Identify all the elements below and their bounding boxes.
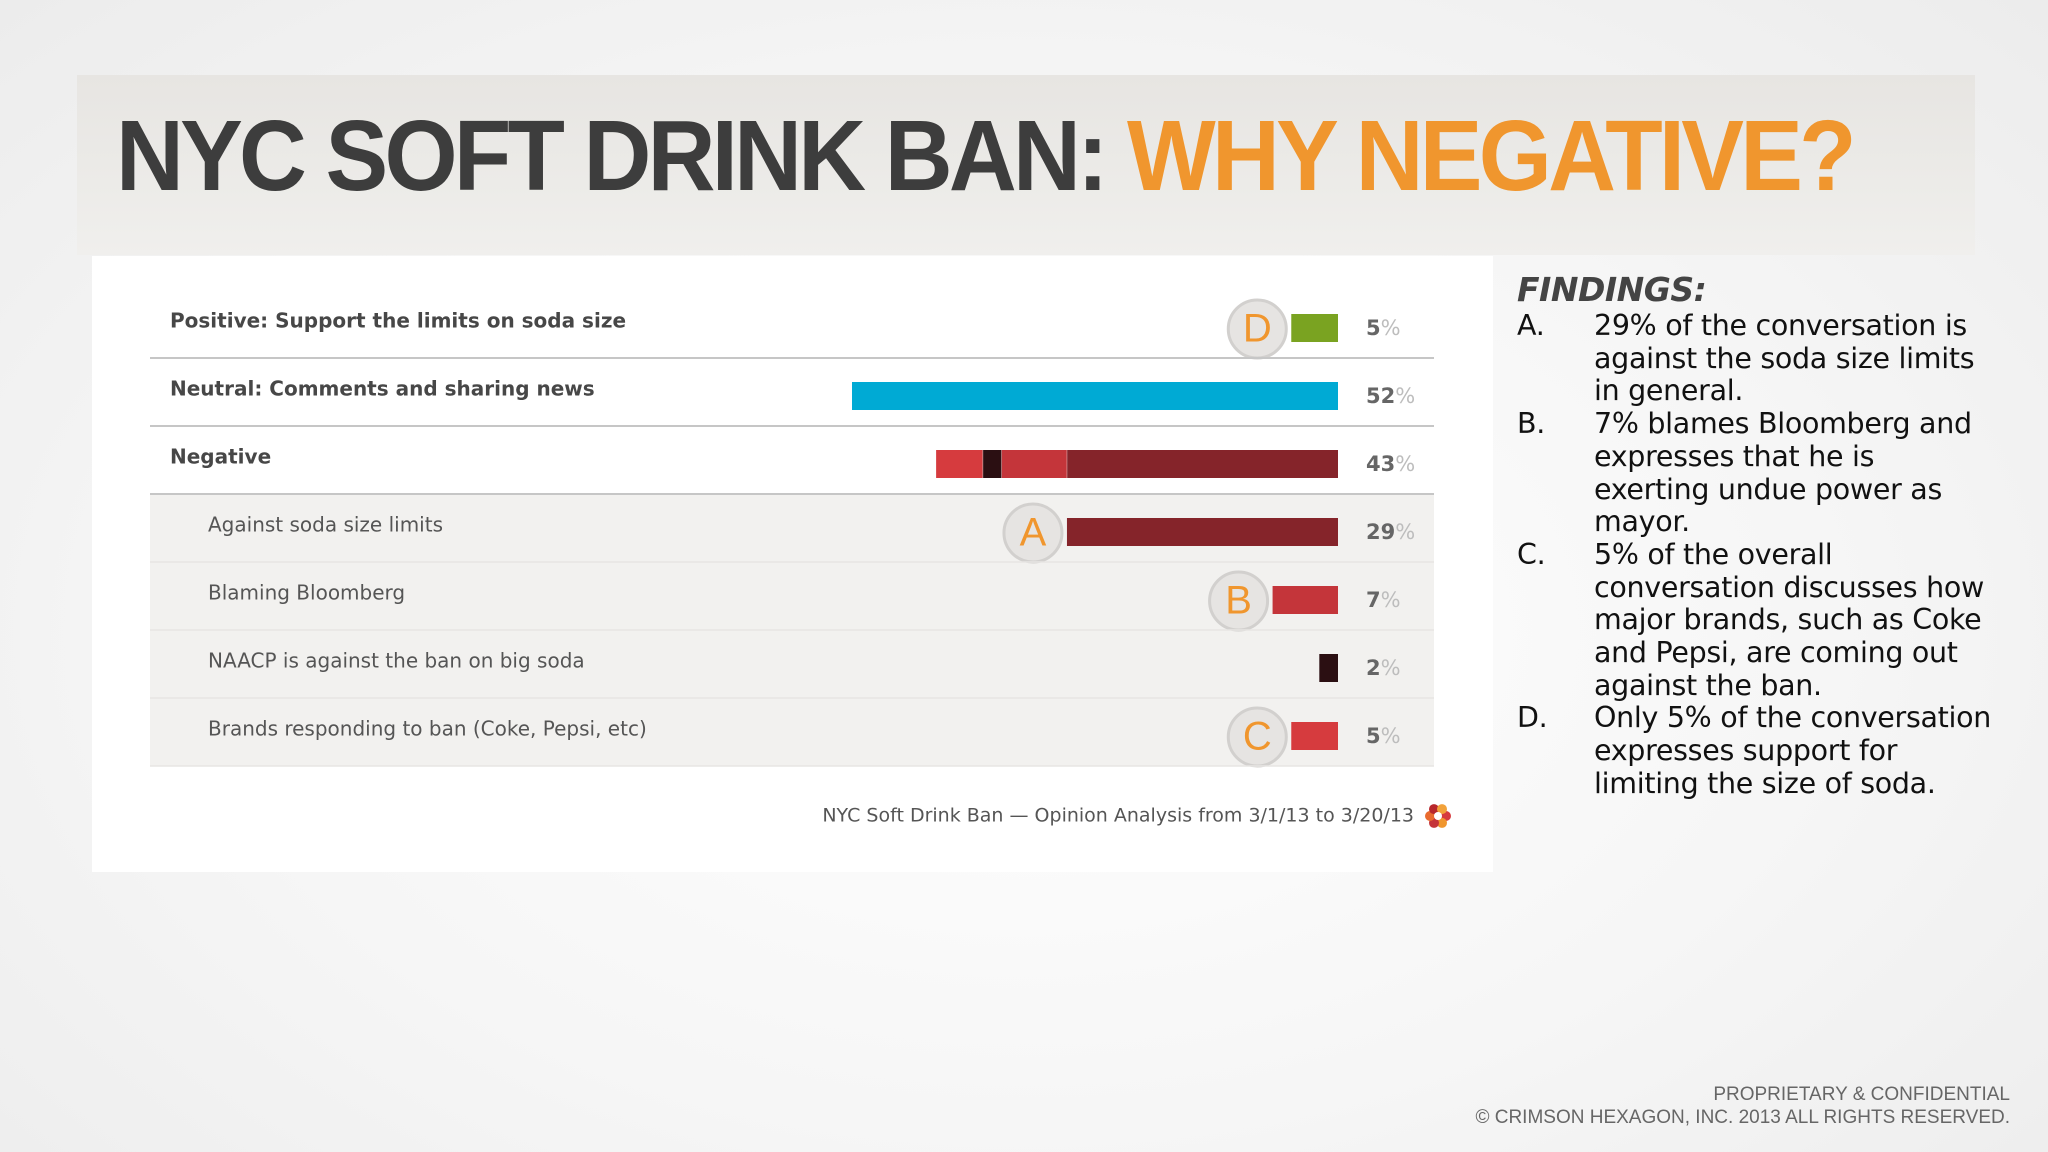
row-label: Against soda size limits xyxy=(208,513,443,537)
title-part-2: WHY NEGATIVE? xyxy=(1126,100,1857,212)
value-number: 52 xyxy=(1366,384,1395,408)
crimson-hexagon-logo-icon xyxy=(1425,804,1451,828)
finding-letter: A. xyxy=(1517,309,1545,342)
finding-letter: C. xyxy=(1517,537,1546,571)
value-label: 2% xyxy=(1366,656,1401,680)
chart-row: Blaming Bloomberg B 7% xyxy=(150,570,1434,632)
finding-item: C. 5% of the overall conversation discuss… xyxy=(1517,537,1997,703)
row-label: Blaming Bloomberg xyxy=(208,581,405,605)
value-unit: % xyxy=(1381,656,1401,680)
value-number: 7 xyxy=(1366,588,1381,612)
bar-segment xyxy=(936,450,983,478)
bar-segment xyxy=(982,450,1002,478)
footer-proprietary: PROPRIETARY & CONFIDENTIAL xyxy=(1713,1084,2010,1105)
bar xyxy=(1291,722,1338,750)
value-number: 43 xyxy=(1366,452,1395,476)
row-label: NAACP is against the ban on big soda xyxy=(208,649,585,673)
finding-text: 5% of the overall conversation discusses… xyxy=(1594,537,1984,702)
chart-row: Against soda size limits A 29% xyxy=(150,502,1434,564)
row-label: Brands responding to ban (Coke, Pepsi, e… xyxy=(208,717,647,741)
finding-text: 7% blames Bloomberg and expresses that h… xyxy=(1594,407,1972,539)
logo-petal xyxy=(1437,804,1447,815)
slide-title: NYC SOFT DRINK BAN: WHY NEGATIVE? xyxy=(116,100,1857,212)
findings-title: FINDINGS: xyxy=(1517,270,1707,309)
value-number: 5 xyxy=(1366,724,1381,748)
marker-letter: D xyxy=(1243,307,1272,351)
row-label: Positive: Support the limits on soda siz… xyxy=(170,309,626,333)
title-part-1: NYC SOFT DRINK BAN: xyxy=(116,100,1108,212)
row-label: Negative xyxy=(170,445,271,469)
footer-copyright: © CRIMSON HEXAGON, INC. 2013 ALL RIGHTS … xyxy=(1475,1107,2010,1128)
chart-row: Negative 43% xyxy=(150,445,1434,495)
chart-row: Brands responding to ban (Coke, Pepsi, e… xyxy=(150,706,1434,768)
value-label: 7% xyxy=(1366,588,1401,612)
value-label: 5% xyxy=(1366,724,1401,748)
finding-item: A. 29% of the conversation is against the… xyxy=(1517,309,1997,408)
finding-letter: D. xyxy=(1517,701,1548,735)
bar xyxy=(1319,654,1338,682)
marker-letter: C xyxy=(1243,715,1272,759)
bar xyxy=(1291,314,1338,342)
findings-list: A. 29% of the conversation is against the… xyxy=(1517,309,1997,801)
value-label: 29% xyxy=(1366,520,1415,544)
value-label: 52% xyxy=(1366,384,1415,408)
chart-caption: NYC Soft Drink Ban — Opinion Analysis fr… xyxy=(822,805,1414,827)
value-unit: % xyxy=(1395,384,1415,408)
chart-row: Positive: Support the limits on soda siz… xyxy=(150,298,1434,360)
findings-panel: FINDINGS: A. 29% of the conversation is a… xyxy=(1517,270,1997,801)
bar xyxy=(1066,518,1338,546)
value-number: 2 xyxy=(1366,656,1381,680)
bar-segment xyxy=(1001,450,1067,478)
header-band xyxy=(77,75,1975,255)
logo-center xyxy=(1434,812,1442,820)
bar-segment xyxy=(1066,450,1338,478)
value-label: 5% xyxy=(1366,316,1401,340)
value-number: 5 xyxy=(1366,316,1381,340)
finding-text: 29% of the conversation is against the s… xyxy=(1594,309,1975,408)
logo-petal xyxy=(1429,804,1439,815)
value-number: 29 xyxy=(1366,520,1395,544)
marker-letter: B xyxy=(1225,579,1252,623)
value-unit: % xyxy=(1395,520,1415,544)
finding-letter: B. xyxy=(1517,407,1546,441)
marker-letter: A xyxy=(1020,511,1047,555)
footer: PROPRIETARY & CONFIDENTIAL © CRIMSON HEX… xyxy=(1475,1083,2010,1129)
chart-row: NAACP is against the ban on big soda 2% xyxy=(150,649,1434,699)
row-label: Neutral: Comments and sharing news xyxy=(170,377,595,401)
chart-card: Positive: Support the limits on soda siz… xyxy=(92,256,1493,872)
finding-item: B. 7% blames Bloomberg and expresses that… xyxy=(1517,407,1997,539)
value-label: 43% xyxy=(1366,452,1415,476)
logo-petal xyxy=(1437,817,1447,828)
value-unit: % xyxy=(1395,452,1415,476)
value-unit: % xyxy=(1381,316,1401,340)
value-unit: % xyxy=(1381,588,1401,612)
finding-item: D. Only 5% of the conversation expresses … xyxy=(1517,702,1997,800)
bar xyxy=(852,382,1338,410)
finding-text: Only 5% of the conversation expresses su… xyxy=(1594,701,1992,800)
bar xyxy=(1272,586,1338,614)
opinion-bar-chart: Positive: Support the limits on soda siz… xyxy=(150,298,1451,828)
value-unit: % xyxy=(1381,724,1401,748)
chart-row: Neutral: Comments and sharing news 52% xyxy=(150,377,1434,427)
